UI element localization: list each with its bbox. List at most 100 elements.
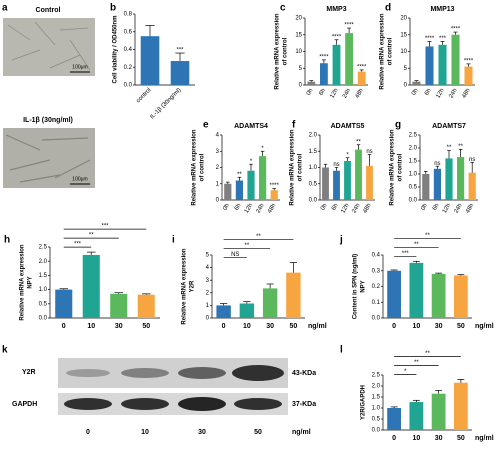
bar [216,305,231,318]
bar [412,81,421,85]
y-axis-label: Relative mRNA expression [192,129,198,205]
y-tick-label: 0.2 [372,284,381,290]
band [232,365,284,381]
x-axis-label: ng/ml [475,435,494,442]
x-tick-label: 0h [420,203,429,212]
y-tick-label: 0.0 [309,198,318,204]
panel-letter: j [339,235,343,246]
image-label: IL-1β (30ng/ml) [23,117,73,124]
x-tick-label: 50 [289,323,297,330]
y-tick-label: 0 [216,198,220,204]
x-tick-label: 10 [243,323,251,330]
lane-unit: ng/ml [292,429,311,436]
y-axis-label: of control [283,37,289,65]
significance: ns [333,162,339,168]
x-tick-label: 24h [453,203,463,215]
band [64,398,112,410]
y-axis-label: NPY [28,276,34,288]
x-tick-label: 48h [461,88,471,100]
y-tick-label: 0.0 [372,316,381,322]
y-tick-label: 0.8 [124,12,133,18]
bar [170,61,190,85]
chart-title: ADAMTS4 [234,123,268,130]
x-tick-label: 0 [392,323,396,330]
x-tick-label: 12h [340,203,350,215]
bar [387,408,402,430]
x-tick-label: 0 [62,323,66,330]
y-tick-label: 2 [206,290,210,296]
y-axis-label: Y2R [190,280,196,292]
significance: ** [356,139,361,145]
micrograph [3,18,95,76]
x-tick-label: 48h [465,203,475,215]
x-tick-label: 12h [244,203,254,215]
scale-label: 100μm [72,176,87,182]
significance: ns [469,157,475,163]
y-tick-label: 1.0 [409,172,418,178]
lane-label: 50 [254,429,262,436]
bar [433,168,441,200]
y-tick-label: 0.6 [124,29,133,35]
bar [286,272,301,318]
y-axis-label: Relative mRNA expression [390,129,396,205]
bracket-label: ** [414,360,419,366]
y-tick-label: 20 [400,16,407,22]
y-axis-label: of control [298,153,304,181]
panel-letter: l [340,345,343,356]
blot-row-label: GAPDH [12,401,37,408]
bar [333,170,340,200]
x-tick-label: 24h [255,203,265,215]
image-label: Control [36,7,61,14]
bar [422,174,430,200]
band [178,367,226,379]
x-tick-label: 0h [306,88,315,97]
significance: ** [458,144,463,150]
chart-title: MMP13 [430,6,454,13]
y-tick-label: 1.0 [39,287,48,293]
bar [140,36,160,85]
panel-letter: h [4,235,10,246]
y-tick-label: 15 [295,32,302,38]
significance: *** [439,36,447,42]
cell-texture [7,21,91,71]
y-tick-label: 2.5 [409,133,418,139]
x-tick-label: 6h [234,203,243,212]
bar [224,183,232,200]
x-tick-label: IL-1β (30ng/ml) [149,87,182,120]
significance: ns [434,161,440,167]
x-tick-label: 10 [87,323,95,330]
panel-letter: g [395,120,401,131]
significance: ns [366,149,372,155]
blot-row-label: Y2R [22,369,36,376]
bar [387,270,402,318]
bracket-label: *** [74,242,82,248]
bar [322,167,329,200]
y-tick-label: 0.0 [372,428,381,434]
significance: ** [447,145,452,151]
bar [345,33,354,85]
bracket-label: ** [414,242,419,248]
bracket-label: ** [245,243,250,249]
significance: * [261,146,264,152]
y-axis-label: of control [398,153,404,181]
lane-label: 10 [141,429,149,436]
bar [137,294,155,318]
significance: **** [451,27,461,33]
x-tick-label: 24h [448,88,458,100]
panel-letter: f [292,120,296,131]
x-tick-label: 10 [412,323,420,330]
scale-label: 100μm [72,64,87,70]
bar [247,170,255,200]
y-axis-label: Relative mRNA expression [275,13,281,89]
y-tick-label: 0.5 [39,301,48,307]
y-tick-label: 1.5 [409,159,418,165]
bar [307,81,316,85]
significance: *** [176,48,184,54]
x-tick-label: 24h [351,203,361,215]
band [121,368,169,378]
lane-label: 0 [86,429,90,436]
x-tick-label: 6h [424,88,433,97]
bar [451,34,460,85]
significance: * [346,152,349,158]
